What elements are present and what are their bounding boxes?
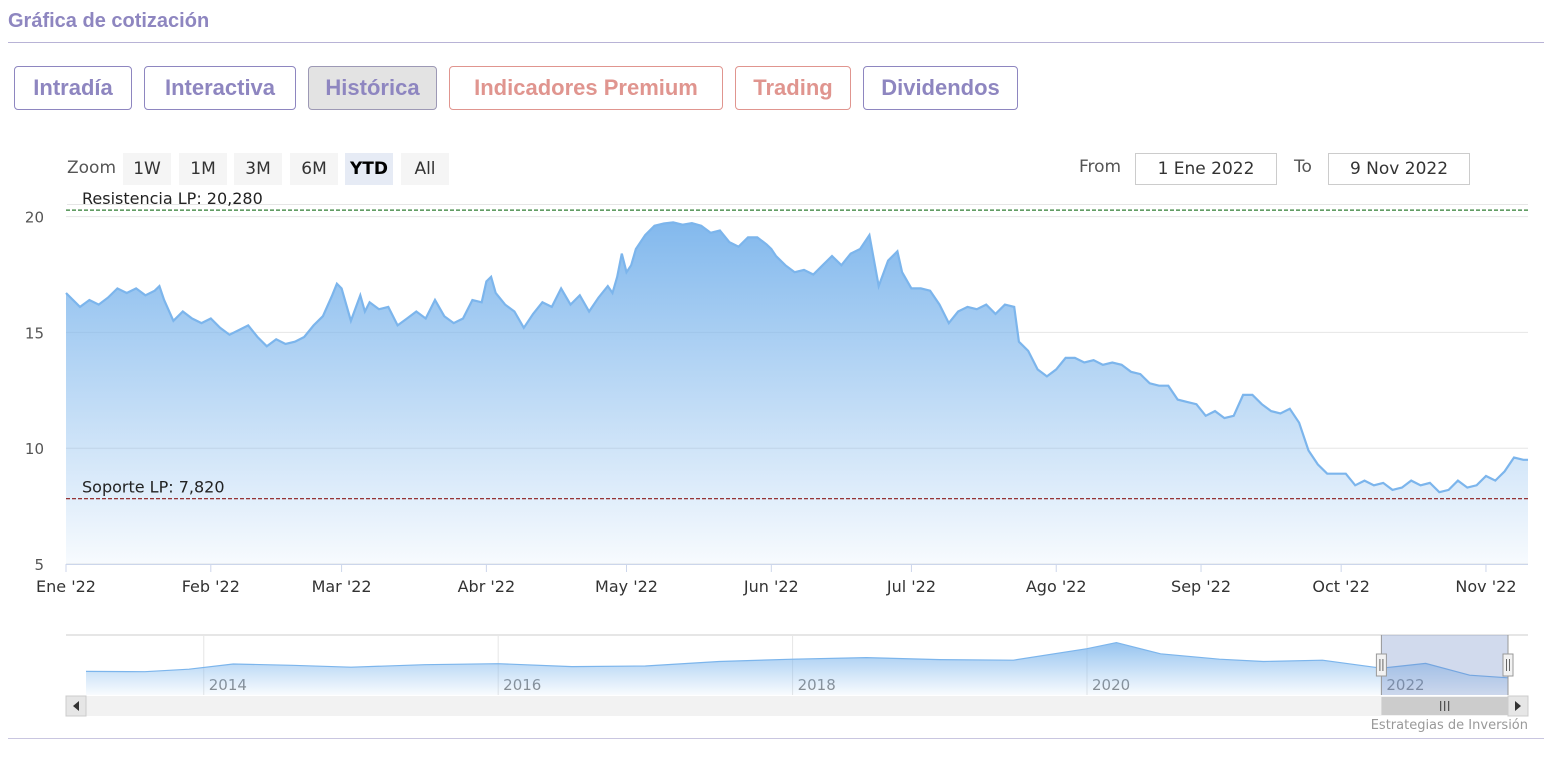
- zoom-6m-button[interactable]: 6M: [290, 153, 338, 185]
- x-tick-label: Oct '22: [1312, 577, 1370, 596]
- navigator[interactable]: 20142016201820202022: [65, 634, 1529, 717]
- x-tick-label: Sep '22: [1171, 577, 1231, 596]
- to-label: To: [1294, 157, 1312, 177]
- price-line: [65, 221, 1528, 494]
- x-tick-label: Ago '22: [1026, 577, 1087, 596]
- x-tick-label: Jun '22: [743, 577, 799, 596]
- arrow-left-icon: [73, 701, 79, 711]
- chart-header-divider: [67, 204, 1528, 205]
- tab-historica[interactable]: Histórica: [308, 66, 437, 110]
- x-tick-label: May '22: [595, 577, 658, 596]
- level-lines: Resistencia LP: 20,280 Soporte LP: 7,820: [66, 189, 1528, 500]
- x-tick-label: Jul '22: [886, 577, 936, 596]
- zoom-all-button[interactable]: All: [401, 153, 449, 185]
- y-tick-label: 10: [25, 440, 44, 458]
- y-axis: 5 10 15 20: [25, 209, 44, 574]
- title-divider: [8, 42, 1544, 43]
- x-tick-label: Nov '22: [1455, 577, 1516, 596]
- x-tick-label: Feb '22: [182, 577, 240, 596]
- x-tick-label: Ene '22: [36, 577, 96, 596]
- y-tick-label: 15: [25, 324, 44, 342]
- y-tick-label: 20: [25, 209, 44, 227]
- level-label: Soporte LP: 7,820: [82, 478, 225, 497]
- navigator-area: [86, 642, 1508, 695]
- zoom-1m-button[interactable]: 1M: [179, 153, 227, 185]
- x-tick-label: Mar '22: [312, 577, 372, 596]
- arrow-right-icon: [1515, 701, 1521, 711]
- zoom-label: Zoom: [67, 158, 117, 178]
- navigator-mask[interactable]: [1381, 635, 1508, 695]
- tab-indicadores-premium[interactable]: Indicadores Premium: [449, 66, 723, 110]
- x-tick-label: Abr '22: [458, 577, 516, 596]
- section-title: Gráfica de cotización: [8, 10, 210, 32]
- credits[interactable]: Estrategias de Inversión: [1370, 718, 1528, 733]
- y-tick-label: 5: [34, 556, 44, 574]
- navigator-handle-right[interactable]: [1502, 653, 1514, 677]
- tab-dividendos[interactable]: Dividendos: [863, 66, 1018, 110]
- x-axis: Ene '22 Feb '22 Mar '22 Abr '22 May '22 Jun '…: [36, 564, 1528, 596]
- tab-interactiva[interactable]: Interactiva: [144, 66, 296, 110]
- to-date-input[interactable]: [1328, 153, 1470, 185]
- navigator-handle-left[interactable]: [1375, 653, 1387, 677]
- from-label: From: [1079, 157, 1122, 177]
- level-label: Resistencia LP: 20,280: [82, 189, 263, 208]
- zoom-3m-button[interactable]: 3M: [234, 153, 282, 185]
- price-area: [66, 222, 1528, 564]
- tab-intradia[interactable]: Intradía: [14, 66, 132, 110]
- scrollbar-track[interactable]: [66, 696, 1528, 716]
- from-date-input[interactable]: [1135, 153, 1277, 185]
- zoom-1w-button[interactable]: 1W: [123, 153, 171, 185]
- navigator-line: [85, 641, 1509, 679]
- tab-trading[interactable]: Trading: [735, 66, 851, 110]
- bottom-divider: [8, 738, 1544, 739]
- zoom-ytd-button[interactable]: YTD: [345, 153, 393, 185]
